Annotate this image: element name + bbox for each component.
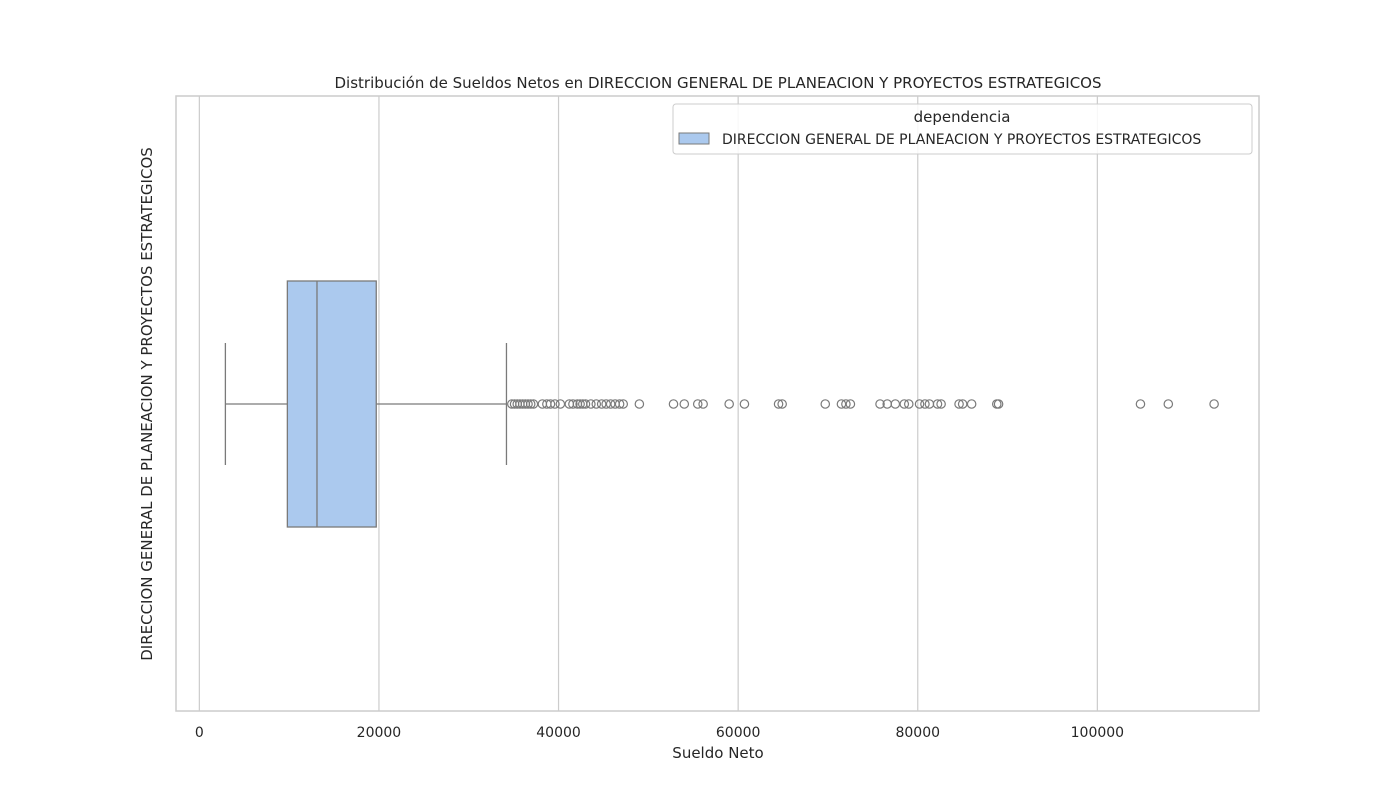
outlier-point (936, 399, 946, 409)
x-tick-label: 60000 (716, 725, 761, 741)
outlier-point (841, 399, 851, 409)
outlier-point (591, 399, 602, 409)
outlier-point (1163, 399, 1174, 409)
outlier-point (932, 399, 943, 409)
outlier-point (773, 399, 784, 409)
outlier-point (679, 399, 690, 409)
outlier-point (634, 399, 645, 409)
outlier-point (1209, 399, 1219, 409)
x-axis-label: Sueldo Neto (672, 744, 763, 762)
outlier-point (618, 399, 629, 409)
x-tick-label: 40000 (536, 725, 581, 741)
outlier-point (954, 399, 964, 409)
outlier-point (875, 399, 885, 409)
outlier-point (914, 399, 925, 409)
outlier-point (920, 399, 930, 409)
y-axis-label: DIRECCION GENERAL DE PLANEACION Y PROYEC… (138, 147, 156, 661)
outlier-point (614, 399, 625, 409)
outlier-point (993, 399, 1004, 409)
outlier-point (899, 399, 910, 409)
outlier-point (580, 399, 591, 409)
outlier-point (668, 399, 679, 409)
outlier-point (698, 399, 708, 409)
outlier-point (525, 399, 536, 409)
outlier-point (903, 399, 914, 409)
legend: dependencia DIRECCION GENERAL DE PLANEAC… (672, 103, 1253, 155)
outlier-point (739, 399, 750, 409)
legend-title: dependencia (914, 108, 1011, 126)
outlier-point (845, 399, 856, 409)
outlier-point (820, 399, 831, 409)
outlier-point (575, 399, 585, 409)
outlier-point (586, 399, 596, 409)
x-tick-label: 0 (195, 725, 204, 741)
outlier-point (724, 399, 734, 409)
x-tick-labels: 0 20000 40000 60000 80000 100000 (195, 725, 1124, 741)
legend-frame (672, 103, 1253, 155)
plot-frame (175, 95, 1260, 712)
outlier-point (545, 399, 556, 409)
outlier-point (523, 399, 533, 409)
outlier-point (692, 399, 703, 409)
outlier-point (777, 399, 787, 409)
legend-swatch (678, 132, 710, 145)
outlier-point (1135, 399, 1146, 409)
iqr-box (286, 280, 377, 528)
x-tick-label: 20000 (357, 725, 402, 741)
outlier-point (568, 399, 578, 409)
chart-title: Distribución de Sueldos Netos en DIRECCI… (334, 74, 1101, 92)
legend-entry-label: DIRECCION GENERAL DE PLANEACION Y PROYEC… (722, 132, 1201, 148)
box-layer (224, 280, 508, 528)
x-tick-label: 80000 (895, 725, 940, 741)
x-tick-label: 100000 (1071, 725, 1124, 741)
outlier-layer (507, 399, 1219, 409)
outlier-point (550, 399, 560, 409)
outlier-point (966, 399, 977, 409)
